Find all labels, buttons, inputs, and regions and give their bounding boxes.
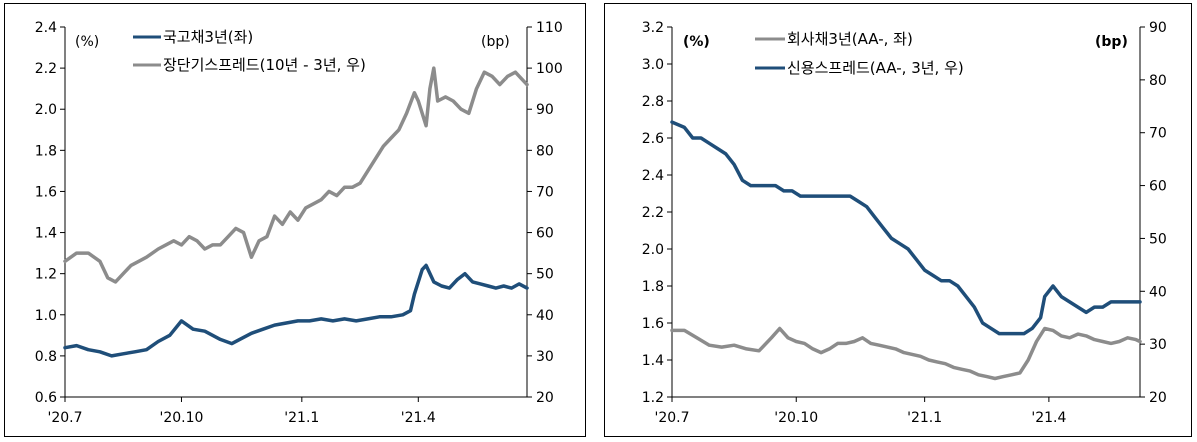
- left-tick-label: 1.2: [642, 390, 664, 406]
- series-line-0: [670, 326, 1142, 381]
- x-tick-label: '20.7: [654, 410, 689, 426]
- right-tick-label: 80: [1149, 73, 1167, 89]
- x-tick-label: '21.1: [284, 410, 319, 426]
- left-tick-label: 1.8: [642, 279, 664, 295]
- x-tick-label: '21.4: [1031, 410, 1066, 426]
- left-tick-label: 1.6: [642, 316, 664, 332]
- right-tick-label: 80: [536, 143, 554, 159]
- left-tick-label: 2.4: [642, 168, 664, 184]
- right-unit-label: (bp): [1095, 34, 1128, 50]
- right-tick-label: 20: [1149, 390, 1167, 406]
- series-line-1: [670, 120, 1142, 336]
- series-line-1: [63, 66, 529, 284]
- chart-govt-bond-svg: 0.6 0.8 1.0 1.2 1.4 1.6 1.8 2.0 2.2 2.4 20 30 40 50 60…: [35, 20, 563, 426]
- x-tick-label: '20.7: [47, 410, 82, 426]
- right-tick-label: 90: [1149, 20, 1167, 36]
- legend-label-corp-bond: 회사채3년(AA-, 좌): [787, 30, 913, 48]
- chart-corp-bond-svg: 1.2 1.4 1.6 1.8 2.0 2.2 2.4 2.6 2.8 3.0 3.2 20 30 40 5…: [642, 20, 1167, 426]
- right-tick-label: 40: [1149, 284, 1167, 300]
- left-tick-label: 2.2: [35, 61, 57, 77]
- x-tick-label: '21.4: [401, 410, 436, 426]
- legend-label-spread: 장단기스프레드(10년 - 3년, 우): [163, 56, 366, 74]
- series-line-0: [63, 263, 529, 358]
- chart-panel-corp-bond: 1.2 1.4 1.6 1.8 2.0 2.2 2.4 2.6 2.8 3.0 3.2 20 30 40 5…: [604, 3, 1192, 437]
- left-tick-label: 2.0: [642, 242, 664, 258]
- legend-label-credit-spread: 신용스프레드(AA-, 3년, 우): [787, 59, 964, 77]
- left-tick-label: 1.2: [35, 267, 57, 283]
- left-tick-label: 0.6: [35, 390, 57, 406]
- right-tick-label: 70: [1149, 126, 1167, 142]
- left-unit-label: (%): [75, 34, 99, 50]
- left-tick-label: 1.6: [35, 184, 57, 200]
- right-unit-label: (bp): [481, 34, 510, 50]
- x-tick-label: '21.1: [907, 410, 942, 426]
- right-tick-label: 30: [536, 349, 554, 365]
- right-tick-label: 60: [536, 226, 554, 242]
- right-tick-label: 30: [1149, 337, 1167, 353]
- left-tick-label: 1.0: [35, 308, 57, 324]
- left-unit-label: (%): [683, 34, 710, 50]
- right-tick-label: 100: [536, 61, 563, 77]
- chart-panel-govt-bond: 0.6 0.8 1.0 1.2 1.4 1.6 1.8 2.0 2.2 2.4 20 30 40 50 60…: [4, 3, 586, 437]
- right-tick-label: 40: [536, 308, 554, 324]
- left-tick-label: 1.4: [642, 353, 664, 369]
- right-tick-label: 20: [536, 390, 554, 406]
- right-tick-label: 90: [536, 102, 554, 118]
- right-tick-label: 60: [1149, 179, 1167, 195]
- left-tick-label: 2.8: [642, 94, 664, 110]
- x-tick-label: '20.10: [774, 410, 818, 426]
- left-tick-label: 3.2: [642, 20, 664, 36]
- legend-label-govt-bond: 국고채3년(좌): [163, 28, 253, 46]
- left-tick-label: 1.4: [35, 226, 57, 242]
- left-tick-label: 0.8: [35, 349, 57, 365]
- left-tick-label: 2.6: [642, 131, 664, 147]
- left-tick-label: 3.0: [642, 57, 664, 73]
- left-tick-label: 1.8: [35, 143, 57, 159]
- x-tick-label: '20.10: [160, 410, 204, 426]
- right-tick-label: 110: [536, 20, 563, 36]
- right-tick-label: 50: [536, 267, 554, 283]
- right-tick-label: 50: [1149, 231, 1167, 247]
- right-tick-label: 70: [536, 184, 554, 200]
- left-tick-label: 2.0: [35, 102, 57, 118]
- left-tick-label: 2.2: [642, 205, 664, 221]
- left-tick-label: 2.4: [35, 20, 57, 36]
